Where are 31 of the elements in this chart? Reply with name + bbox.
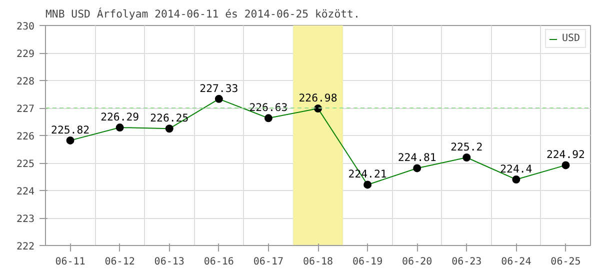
x-tick-label: 06-16	[204, 256, 234, 268]
chart-title: MNB USD Árfolyam 2014-06-11 és 2014-06-25 között.	[46, 8, 360, 20]
y-tick-label: 226	[16, 132, 34, 142]
x-tick-label: 06-17	[253, 256, 284, 268]
data-label: 226.25	[150, 112, 189, 125]
x-tick-label: 06-19	[352, 256, 383, 268]
x-tick-label: 06-13	[154, 256, 184, 268]
x-tick-label: 06-20	[402, 256, 432, 268]
data-label: 225.2	[450, 140, 483, 154]
y-tick-label: 230	[16, 22, 34, 32]
y-tick-label: 222	[16, 242, 34, 252]
x-tick-label: 06-23	[452, 256, 482, 268]
y-tick-label: 223	[16, 214, 34, 225]
x-tick-label: 06-24	[501, 256, 532, 268]
data-label: 226.98	[298, 92, 338, 105]
data-label: 224.4	[500, 162, 532, 176]
x-tick-label: 06-25	[550, 256, 581, 268]
data-label: 224.81	[398, 151, 436, 164]
data-label: 227.33	[200, 82, 238, 95]
data-label: 225.82	[51, 123, 90, 136]
data-label: 226.29	[100, 110, 140, 124]
x-tick-label: 06-12	[104, 256, 135, 268]
y-tick-label: 229	[16, 49, 34, 60]
y-tick-label: 224	[16, 186, 34, 198]
y-tick-label: 228	[16, 76, 34, 88]
data-label: 224.92	[546, 148, 585, 162]
y-tick-label: 225	[16, 159, 34, 170]
x-tick-label: 06-18	[302, 256, 334, 268]
x-tick-label: 06-11	[55, 256, 86, 268]
legend-label: USD	[562, 33, 582, 44]
y-tick-label: 227	[16, 104, 34, 115]
